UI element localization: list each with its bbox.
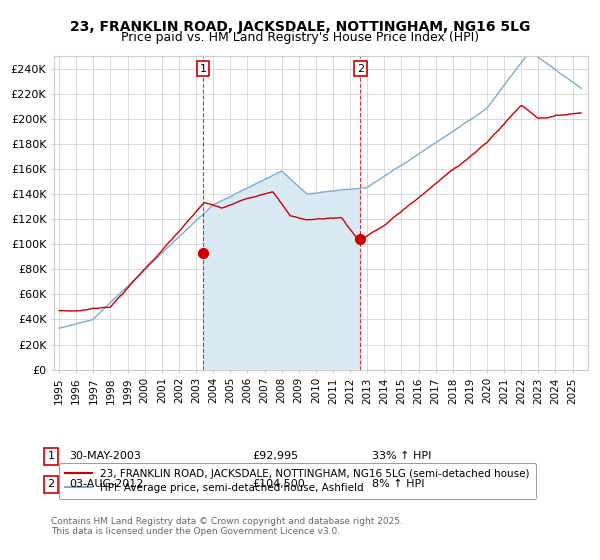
Text: 03-AUG-2012: 03-AUG-2012 [69,479,143,489]
Text: 2: 2 [47,479,55,489]
Text: 1: 1 [200,63,206,73]
Text: 8% ↑ HPI: 8% ↑ HPI [372,479,425,489]
Text: Contains HM Land Registry data © Crown copyright and database right 2025.
This d: Contains HM Land Registry data © Crown c… [51,517,403,536]
Text: £104,500: £104,500 [252,479,305,489]
Text: £92,995: £92,995 [252,451,298,461]
Text: 23, FRANKLIN ROAD, JACKSDALE, NOTTINGHAM, NG16 5LG: 23, FRANKLIN ROAD, JACKSDALE, NOTTINGHAM… [70,20,530,34]
Legend: 23, FRANKLIN ROAD, JACKSDALE, NOTTINGHAM, NG16 5LG (semi-detached house), HPI: A: 23, FRANKLIN ROAD, JACKSDALE, NOTTINGHAM… [59,463,536,500]
Text: 30-MAY-2003: 30-MAY-2003 [69,451,141,461]
Text: 33% ↑ HPI: 33% ↑ HPI [372,451,431,461]
Text: Price paid vs. HM Land Registry's House Price Index (HPI): Price paid vs. HM Land Registry's House … [121,31,479,44]
Text: 1: 1 [47,451,55,461]
Text: 2: 2 [357,63,364,73]
